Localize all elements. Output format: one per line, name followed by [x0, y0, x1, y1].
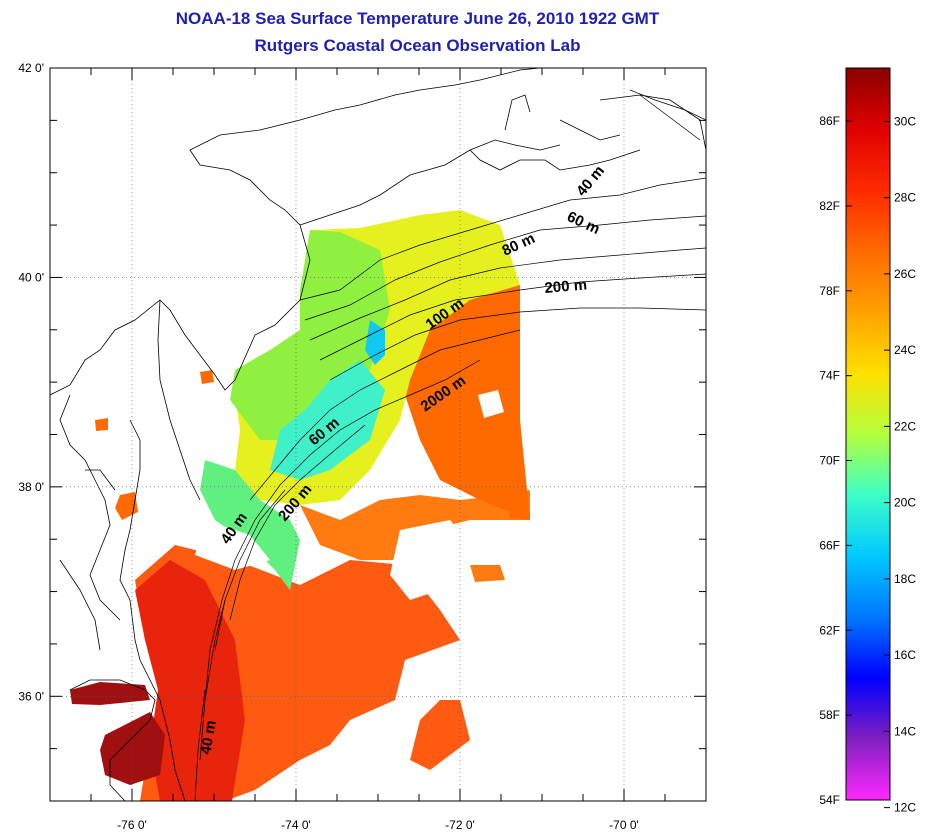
- sst-patch-7: [410, 700, 470, 770]
- isobath-label: 200 m: [544, 276, 588, 297]
- axis-ticks: [49, 67, 707, 802]
- cloud-gap-3: [195, 520, 270, 570]
- lon-tick-label: -74 0': [281, 818, 311, 832]
- coastline: [50, 68, 706, 801]
- isobath-label: 40 m: [197, 719, 220, 756]
- lat-tick-label: 36 0': [18, 689, 44, 703]
- isobath-label: 80 m: [500, 230, 538, 260]
- colorbar-fahrenheit-label: 78F: [819, 284, 840, 298]
- isobaths: [194, 89, 706, 801]
- colorbar-celsius-label: 22C: [894, 419, 916, 433]
- colorbar-celsius-label: 30C: [894, 114, 916, 128]
- colorbar-celsius-label: 12C: [894, 801, 916, 815]
- colorbar-fahrenheit-label: 54F: [819, 793, 840, 807]
- colorbar-fahrenheit-label: 58F: [819, 708, 840, 722]
- sst-orange-far-east: [400, 285, 530, 520]
- sst-nearshore-green: [200, 460, 300, 590]
- colorbar-celsius-labels: 30C 28C 26C 24C 22C 20C 18C 16C 14C 12C: [894, 114, 916, 814]
- lat-tick-label: 40 0': [18, 270, 44, 284]
- colorbar: [845, 67, 891, 801]
- colorbar-fahrenheit-labels: 86F 82F 78F 74F 70F 66F 62F 58F 54F: [819, 114, 840, 807]
- colorbar-celsius-label: 26C: [894, 267, 916, 281]
- colorbar-fahrenheit-label: 74F: [819, 369, 840, 383]
- map-title-line-1: NOAA-18 Sea Surface Temperature June 26,…: [175, 9, 660, 28]
- colorbar-fahrenheit-label: 82F: [819, 199, 840, 213]
- axis-tick-labels: 42 0' 40 0' 38 0' 36 0' -76 0' -74 0' -72 0' -7…: [18, 61, 638, 832]
- sst-cyan-region: [270, 360, 385, 480]
- sst-patch-1: [505, 492, 530, 520]
- lon-tick-label: -70 0': [609, 818, 639, 832]
- colorbar-fahrenheit-label: 70F: [819, 454, 840, 468]
- sst-patch-3: [470, 565, 505, 582]
- lat-tick-label: 42 0': [18, 61, 44, 75]
- colorbar-celsius-label: 24C: [894, 343, 916, 357]
- cloud-gap-2: [478, 390, 504, 418]
- sst-field: [70, 210, 530, 801]
- isobath-label: 60 m: [564, 208, 602, 238]
- colorbar-fahrenheit-label: 62F: [819, 623, 840, 637]
- map-title-line-2: Rutgers Coastal Ocean Observation Lab: [254, 36, 581, 55]
- sst-sound-deep-red-2: [100, 712, 165, 785]
- colorbar-celsius-label: 14C: [894, 724, 916, 738]
- sst-orange-eastern-region: [300, 490, 530, 560]
- isobath-label: 40 m: [573, 162, 608, 199]
- lon-tick-label: -76 0': [117, 818, 147, 832]
- sst-blue-spot: [365, 320, 385, 365]
- colorbar-celsius-label: 16C: [894, 648, 916, 662]
- colorbar-fahrenheit-label: 86F: [819, 114, 840, 128]
- colorbar-fahrenheit-label: 66F: [819, 538, 840, 552]
- sst-patch-6: [115, 492, 138, 520]
- sst-sound-deep-red-1: [70, 682, 150, 705]
- lon-tick-label: -72 0': [445, 818, 475, 832]
- colorbar-celsius-label: 18C: [894, 572, 916, 586]
- lat-tick-label: 38 0': [18, 480, 44, 494]
- colorbar-celsius-label: 28C: [894, 191, 916, 205]
- colorbar-celsius-label: 20C: [894, 496, 916, 510]
- sst-patch-5: [95, 418, 108, 431]
- cloud-gap-1: [390, 520, 470, 600]
- colorbar-ticks: [846, 120, 890, 809]
- sst-patch-4: [200, 370, 214, 384]
